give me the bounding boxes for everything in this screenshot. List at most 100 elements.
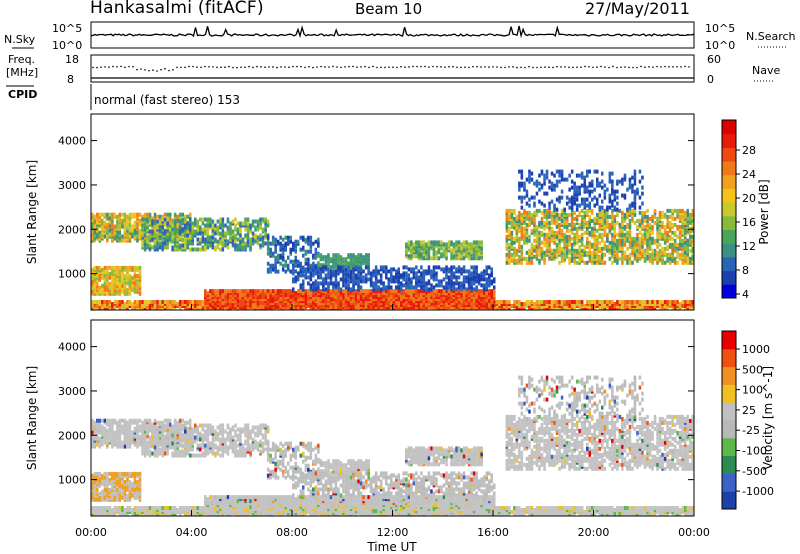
power-cell [550,210,554,215]
power-cell [628,208,632,213]
power-cell [583,175,587,180]
power-cell [148,229,152,234]
power-cell [666,230,669,235]
power-cell [626,230,629,235]
power-cell [209,217,212,222]
power-cell [324,259,328,264]
power-cell [259,217,262,222]
power-cell [548,300,551,304]
power-cell [570,212,574,217]
power-cell [678,252,682,257]
power-cell [533,210,536,215]
power-cell [442,305,446,310]
power-cell [224,231,227,236]
power-cell [362,255,365,260]
power-cell [545,208,549,213]
power-cell [322,299,325,304]
power-cell [249,289,252,294]
power-cell [189,217,192,222]
power-cell [108,265,112,270]
power-cell [121,238,124,243]
power-cell [261,289,265,294]
power-cell [103,212,107,217]
power-cell [684,230,687,235]
power-cell [176,302,179,306]
power-cell [538,304,541,308]
power-cell [334,261,338,266]
power-cell [209,293,212,298]
power-cell [176,218,179,223]
nsky-label: N.Sky [4,33,36,46]
power-cell [415,248,418,253]
power-cell [560,218,564,223]
freq-point [200,66,202,69]
power-cell [535,224,539,229]
power-cell [151,229,154,234]
power-cell [239,289,242,294]
power-cell [550,300,554,304]
power-cell [143,212,147,217]
power-cell [601,236,604,241]
power-cell [528,203,531,208]
power-cell [126,265,129,270]
power-cell [264,217,267,222]
power-cell [508,230,511,235]
power-cell [578,300,581,304]
power-cell [103,220,107,225]
power-cell [266,233,270,238]
power-cell [168,220,172,225]
power-cell [158,221,162,226]
power-cell [279,245,282,250]
power-cell [611,187,614,192]
freq-point [608,66,610,69]
power-cell [668,300,672,304]
power-cell [580,201,584,206]
power-cell [113,224,117,229]
power-cell [616,220,619,225]
power-cell [437,289,441,294]
power-cell [513,240,516,245]
power-cell [412,293,416,298]
power-cell [540,300,544,304]
power-cell [633,236,637,241]
power-cell [435,240,438,245]
power-cell [535,179,539,184]
power-cell [249,293,252,298]
power-cell [259,243,262,248]
power-cell [548,208,551,213]
power-cell [606,300,609,304]
power-cell [98,300,102,304]
power-cell [533,220,536,225]
power-cell [352,291,355,296]
power-cell [271,235,275,240]
power-cell [224,243,227,248]
power-cell [515,248,519,253]
power-cell [580,183,584,188]
power-cell [256,289,260,294]
power-cell [676,254,679,259]
freq-point [304,66,306,69]
power-cell [148,212,152,217]
power-cell [510,212,514,217]
power-cell [643,252,647,257]
power-cell [136,265,139,270]
power-cell [520,173,524,178]
power-cell [611,183,614,188]
power-cell [219,247,222,252]
power-cell [226,239,230,244]
power-cell [676,208,679,213]
power-cell [646,228,649,233]
power-cell [573,232,576,237]
power-data-cells [91,169,694,310]
power-cell [535,191,539,196]
power-cell [151,216,154,221]
power-cell [299,261,303,266]
power-cell [570,246,574,251]
power-cell [121,218,124,223]
power-cell [189,230,192,235]
power-cell [580,240,584,245]
freq-point [444,66,446,68]
power-cell [621,193,624,198]
power-cell [432,297,436,302]
